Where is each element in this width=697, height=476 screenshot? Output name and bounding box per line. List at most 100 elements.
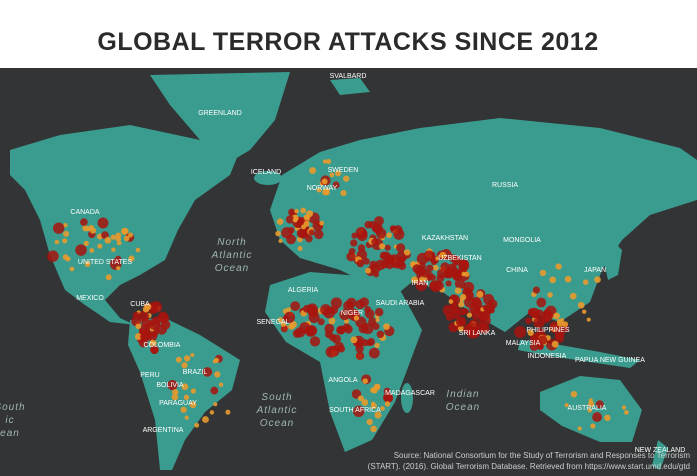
attack-dot — [362, 378, 368, 384]
attack-dot — [514, 326, 527, 339]
attack-dot — [471, 298, 483, 310]
country-label: SRI LANKA — [459, 330, 496, 337]
attack-dot — [69, 266, 75, 272]
attack-dot — [368, 317, 377, 326]
attack-dot — [278, 238, 283, 244]
attack-dot — [319, 220, 325, 226]
country-label: CHINA — [506, 267, 528, 274]
country-label: PERU — [140, 372, 159, 379]
country-label: KAZAKHSTAN — [422, 235, 468, 242]
attack-dot — [309, 167, 317, 175]
attack-dot — [434, 281, 444, 291]
attack-dot — [555, 263, 562, 270]
attack-dot — [340, 190, 347, 197]
attack-dot — [277, 317, 284, 323]
attack-dot — [218, 382, 224, 387]
attack-dot — [52, 222, 65, 234]
attack-dot — [135, 323, 142, 330]
attack-dot — [294, 327, 306, 338]
country-label: CUBA — [130, 301, 150, 308]
attack-dot — [316, 187, 322, 193]
attack-dot — [329, 172, 335, 178]
attack-dot — [189, 401, 197, 409]
attack-dot — [398, 256, 406, 264]
attack-dot — [375, 317, 380, 322]
country-label: UNITED STATES — [78, 259, 133, 266]
attack-dot — [454, 278, 466, 289]
attack-dot — [190, 352, 195, 358]
attack-dot — [527, 308, 536, 317]
attack-dot — [297, 246, 303, 251]
attack-dot — [373, 383, 381, 391]
attack-dot — [562, 321, 569, 328]
attack-dot — [577, 426, 582, 431]
country-labels: SVALBARD GREENLAND ICELAND SWEDEN NORWAY RUSS… — [0, 73, 690, 471]
attack-dot — [525, 317, 532, 325]
attack-dot — [435, 256, 440, 261]
attack-dot — [450, 303, 457, 310]
attack-dot — [358, 324, 368, 334]
attack-dot — [460, 294, 467, 301]
attack-dot — [479, 324, 490, 334]
attack-dot — [448, 299, 454, 304]
attack-dot — [595, 400, 604, 409]
attack-dot — [346, 302, 353, 309]
attack-dot — [116, 240, 122, 246]
country-label: MEXICO — [76, 295, 104, 302]
country-label: SENEGAL — [256, 319, 289, 326]
attack-dot — [604, 414, 611, 422]
attack-dot — [153, 327, 160, 334]
attack-dot — [344, 325, 353, 334]
attack-dot — [183, 394, 190, 400]
attack-dot — [463, 281, 475, 293]
country-label: PHILIPPINES — [526, 327, 570, 334]
attack-dot — [280, 321, 287, 327]
country-label: SOUTH AFRICA — [329, 407, 381, 414]
header-bg — [0, 0, 697, 68]
attack-dot — [335, 170, 342, 177]
attack-dots — [47, 159, 629, 433]
attack-dot — [97, 243, 103, 249]
attack-dot — [331, 334, 342, 344]
attack-dot — [135, 247, 141, 253]
attack-dot — [181, 362, 188, 369]
attack-dot — [85, 226, 91, 232]
ocean-label: North — [217, 237, 246, 248]
attack-dot — [479, 309, 491, 322]
country-label: COLOMBIA — [144, 342, 181, 349]
attack-dot — [140, 332, 148, 341]
source-note: (START). (2016). Global Terrorism Databa… — [368, 462, 690, 471]
attack-dot — [47, 250, 59, 262]
attack-dot — [364, 309, 375, 319]
attack-dot — [379, 243, 386, 250]
attack-dot — [184, 415, 189, 420]
attack-dot — [343, 175, 350, 182]
country-label: INDONESIA — [528, 353, 567, 360]
attack-dot — [396, 243, 406, 253]
svalbard — [330, 78, 370, 95]
attack-dot — [298, 227, 310, 239]
ocean-label: Ocean — [446, 402, 480, 413]
attack-dot — [202, 367, 213, 377]
attack-dot — [210, 386, 219, 395]
attack-dot — [150, 339, 155, 344]
attack-dot — [547, 292, 553, 298]
attack-dot — [454, 287, 462, 294]
attack-dot — [449, 266, 459, 275]
attack-dot — [283, 311, 296, 323]
attack-dot — [63, 230, 70, 237]
north-america — [10, 125, 240, 325]
attack-dot — [423, 250, 435, 262]
attack-dot — [384, 244, 391, 251]
attack-dot — [432, 264, 439, 271]
ocean-label: Atlantic — [256, 405, 298, 416]
attack-dot — [536, 297, 547, 308]
attack-dot — [452, 260, 459, 267]
attack-dot — [190, 388, 197, 394]
attack-dot — [368, 347, 380, 359]
attack-dot — [366, 339, 373, 347]
attack-dot — [123, 235, 130, 242]
ocean-label: Indian — [446, 389, 479, 400]
eurasia — [270, 118, 697, 332]
country-label: PARAGUAY — [159, 400, 197, 407]
